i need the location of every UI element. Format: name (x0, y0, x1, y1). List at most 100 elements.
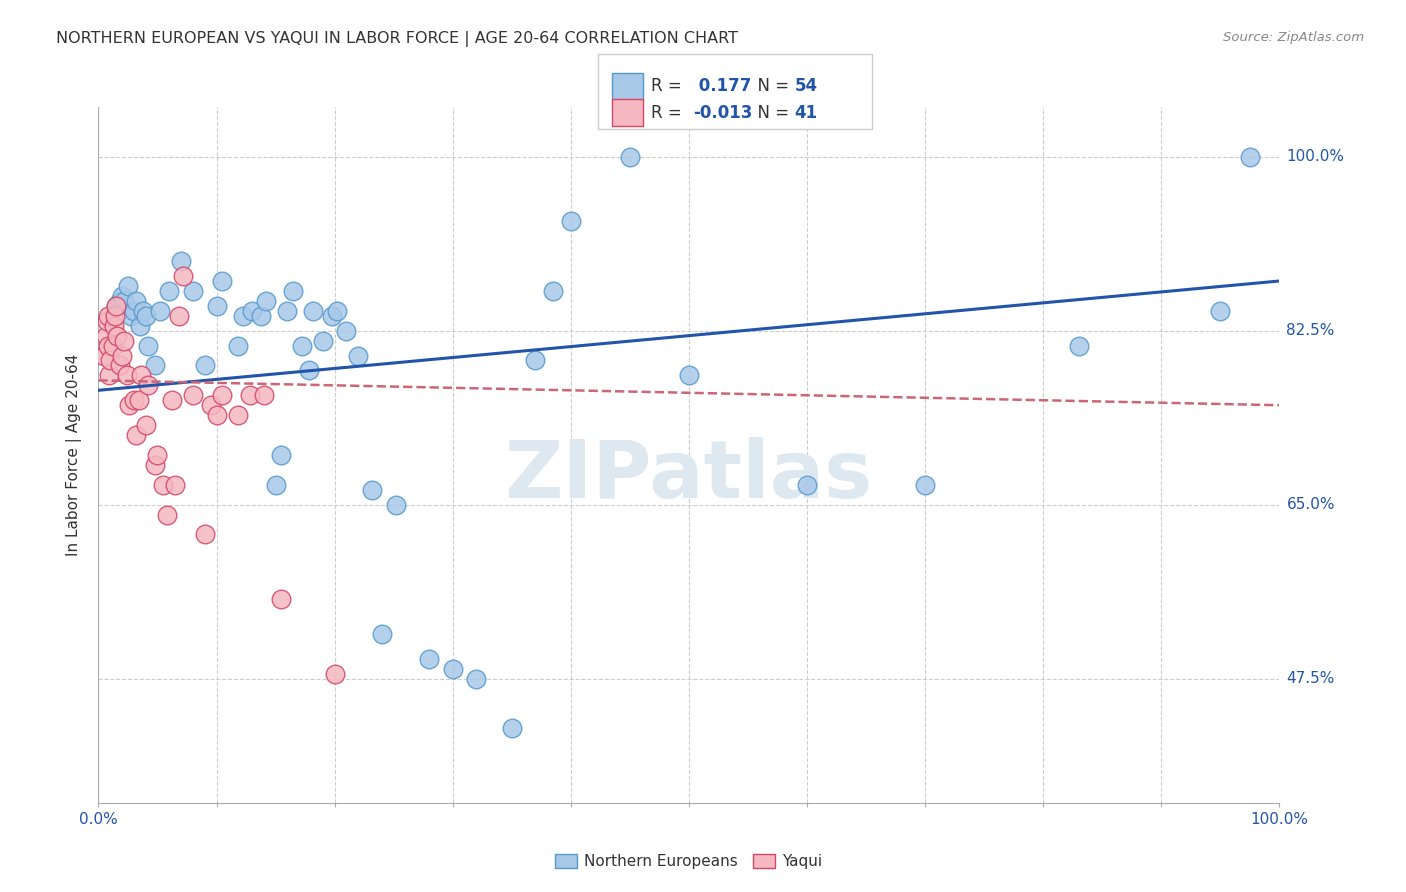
Point (326, 303, 349, 318)
Point (143, 458, 166, 472)
Point (290, 338, 312, 352)
Text: -0.013: -0.013 (693, 103, 752, 121)
Point (181, 284, 204, 298)
Point (796, 477, 818, 491)
Point (253, 388, 276, 402)
Point (128, 318, 150, 333)
Point (132, 303, 155, 318)
Point (205, 408, 228, 422)
Point (128, 393, 150, 408)
Point (165, 477, 187, 491)
Point (361, 483, 384, 497)
Point (105, 328, 128, 343)
Text: R =: R = (651, 77, 688, 95)
Point (254, 293, 277, 308)
Point (1239, 150, 1261, 164)
Point (122, 303, 145, 318)
Point (181, 388, 204, 402)
Point (97, 338, 120, 352)
Point (418, 651, 440, 665)
Point (1067, 338, 1090, 352)
Point (170, 254, 193, 268)
Text: 65.0%: 65.0% (1286, 497, 1334, 512)
Text: 54: 54 (794, 77, 817, 95)
Point (200, 398, 222, 412)
Point (250, 309, 273, 323)
Point (111, 349, 134, 363)
Text: 47.5%: 47.5% (1286, 671, 1334, 686)
Point (298, 363, 321, 377)
Y-axis label: In Labor Force | Age 20-64: In Labor Force | Age 20-64 (66, 354, 83, 556)
Point (117, 279, 139, 293)
Point (239, 388, 262, 402)
Point (914, 477, 936, 491)
Point (160, 393, 183, 408)
Point (323, 666, 346, 681)
Point (441, 662, 464, 676)
Point (96, 314, 118, 328)
Point (335, 324, 357, 338)
Point (112, 334, 135, 348)
Point (560, 214, 582, 228)
Point (125, 293, 148, 308)
Text: NORTHERN EUROPEAN VS YAQUI IN LABOR FORCE | AGE 20-64 CORRELATION CHART: NORTHERN EUROPEAN VS YAQUI IN LABOR FORC… (56, 31, 738, 47)
Point (104, 309, 127, 323)
Point (226, 408, 249, 422)
Point (93, 349, 115, 363)
Point (211, 274, 233, 288)
Point (118, 398, 141, 412)
Text: N =: N = (747, 103, 794, 121)
Point (156, 508, 179, 522)
Point (97, 309, 120, 323)
Point (111, 289, 134, 303)
Point (101, 338, 124, 352)
Point (211, 388, 233, 402)
Point (152, 477, 174, 491)
Point (276, 303, 298, 318)
Text: ZIPatlas: ZIPatlas (505, 437, 873, 515)
Point (371, 627, 394, 641)
Point (231, 309, 253, 323)
Point (264, 477, 287, 491)
Point (270, 592, 292, 607)
Point (194, 359, 217, 373)
Point (125, 428, 148, 442)
Point (385, 498, 408, 512)
Point (240, 303, 263, 318)
Point (136, 338, 159, 352)
Point (103, 318, 125, 333)
Point (135, 309, 157, 323)
Point (312, 334, 335, 348)
Point (501, 721, 523, 735)
Text: 41: 41 (794, 103, 817, 121)
Point (105, 299, 128, 313)
Point (115, 368, 138, 383)
Point (194, 527, 217, 541)
Text: N =: N = (747, 77, 794, 95)
Point (149, 303, 172, 318)
Text: 0.177: 0.177 (693, 77, 752, 95)
Point (112, 293, 135, 308)
Point (135, 418, 157, 433)
Point (524, 353, 547, 368)
Point (167, 309, 190, 323)
Point (108, 293, 131, 308)
Point (1209, 303, 1232, 318)
Point (678, 368, 700, 383)
Text: 100.0%: 100.0% (1286, 149, 1344, 164)
Point (146, 448, 169, 462)
Point (172, 268, 194, 283)
Point (98, 353, 121, 368)
Point (94, 328, 117, 343)
Point (105, 299, 128, 313)
Point (108, 359, 131, 373)
Legend: Northern Europeans, Yaqui: Northern Europeans, Yaqui (550, 848, 828, 875)
Text: R =: R = (651, 103, 688, 121)
Point (226, 338, 249, 352)
Point (270, 448, 292, 462)
Point (98, 368, 121, 383)
Point (129, 368, 152, 383)
Point (143, 359, 166, 373)
Point (136, 378, 159, 392)
Point (541, 284, 564, 298)
